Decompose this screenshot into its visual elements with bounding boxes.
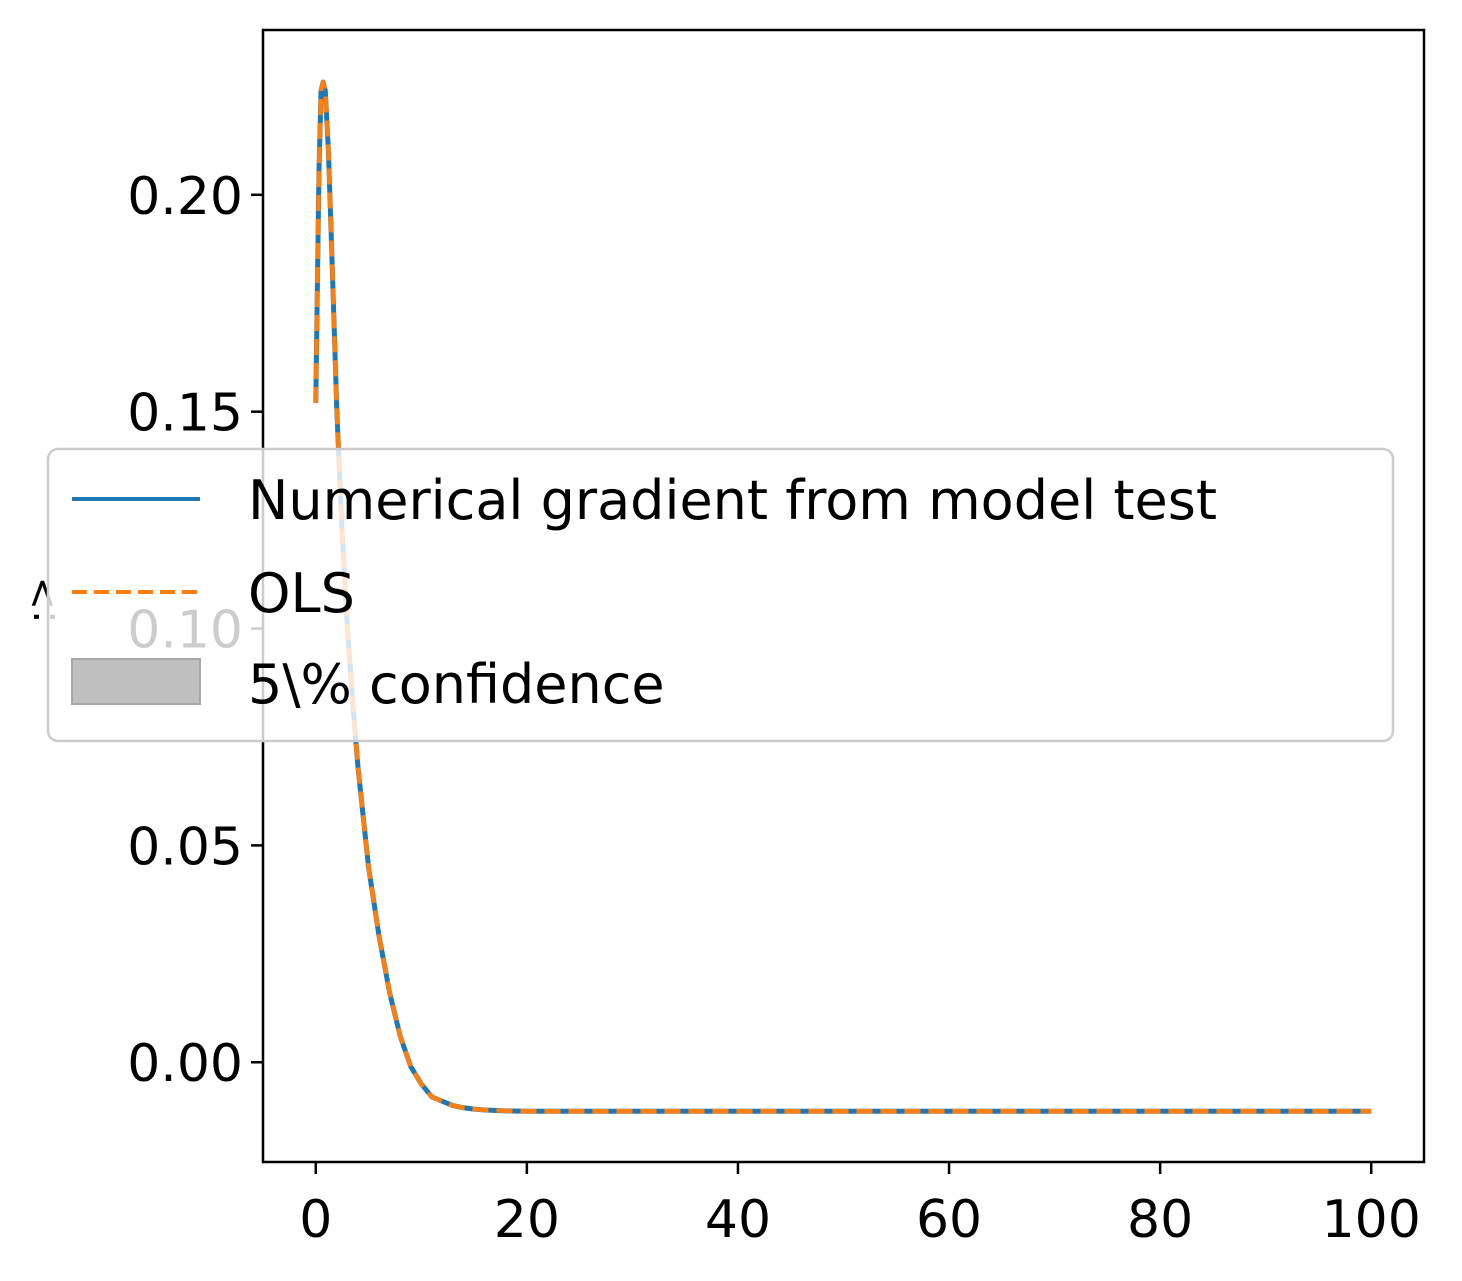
y-tick-label: 0.00 xyxy=(127,1034,243,1094)
legend-label-confidence: 5\% confidence xyxy=(248,653,665,716)
legend-label-numerical-gradient: Numerical gradient from model test xyxy=(248,469,1217,532)
x-tick-label: 40 xyxy=(705,1190,771,1250)
legend-swatch-confidence xyxy=(71,658,201,705)
x-axis-ticks: 0 20 40 60 80 100 xyxy=(299,1162,1421,1250)
y-tick-label: 0.15 xyxy=(127,384,243,444)
x-tick-label: 60 xyxy=(916,1190,982,1250)
y-tick-label: 0.05 xyxy=(127,817,243,877)
y-axis-ticks: 0.000.050.100.150.20 xyxy=(127,167,263,1094)
x-tick-label: 80 xyxy=(1127,1190,1193,1250)
series-line-ols xyxy=(313,79,1372,1114)
x-tick-label: 0 xyxy=(299,1190,332,1250)
legend: Numerical gradient from model test OLS 5… xyxy=(46,447,1395,743)
x-tick-label: 20 xyxy=(494,1190,560,1250)
series-layer xyxy=(313,79,1372,1114)
y-tick-label: 0.20 xyxy=(127,167,243,227)
legend-label-ols: OLS xyxy=(248,562,355,625)
x-tick-label: 100 xyxy=(1322,1190,1421,1250)
legend-box xyxy=(46,447,1395,743)
